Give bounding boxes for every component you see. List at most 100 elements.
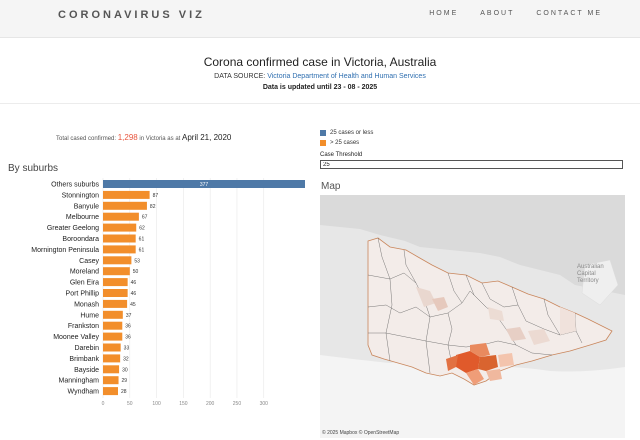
bar-value-label: 46: [131, 280, 137, 286]
brand-logo[interactable]: CORONAVIRUS VIZ: [58, 9, 205, 21]
total-count: 1,298: [117, 133, 138, 142]
act-territory-labels: Australian Capital Territory: [577, 264, 604, 284]
data-source-link[interactable]: Victoria Department of Health and Human …: [267, 73, 426, 80]
total-middle: in Victoria as at: [139, 136, 181, 142]
map-title: Map: [321, 181, 341, 192]
suburb-bar-chart: 0 50 100 150 200 250 300 Others suburbs 377 Stonn…: [31, 178, 305, 407]
victoria-region[interactable]: [367, 237, 613, 386]
total-cases-summary: Total cased confirmed: 1,298 in Victoria…: [56, 133, 231, 142]
bar[interactable]: [103, 201, 147, 210]
bar[interactable]: [103, 354, 121, 363]
nav-link-about[interactable]: ABOUT: [480, 10, 515, 17]
chart-legend: 25 cases or less > 25 cases: [320, 128, 373, 148]
threshold-label: Case Threshold: [320, 152, 363, 158]
act-label-line-1: Australian: [577, 264, 604, 270]
bar-value-label: 50: [133, 269, 139, 275]
bar[interactable]: [103, 234, 136, 243]
bar[interactable]: [103, 256, 132, 265]
bar[interactable]: [103, 332, 123, 341]
category-label: Boroondara: [62, 236, 99, 243]
x-tick-label: 150: [179, 401, 188, 407]
data-source: DATA SOURCE: Victoria Department of Heal…: [0, 73, 640, 80]
bar-value-label: 45: [130, 302, 136, 308]
category-label: Frankston: [68, 323, 99, 330]
category-label: Wyndham: [68, 389, 100, 396]
bar-value-label: 53: [134, 258, 140, 264]
category-label: Brimbank: [69, 356, 99, 363]
legend-item-low[interactable]: 25 cases or less: [320, 128, 373, 138]
legend-label-low: 25 cases or less: [330, 130, 374, 136]
category-label: Moreland: [70, 269, 99, 276]
map-canvas[interactable]: Australian Capital Territory: [320, 195, 625, 438]
legend-swatch-high: [320, 140, 326, 146]
bar-value-label: 28: [121, 389, 127, 395]
updated-date: Data is updated until 23 - 08 - 2025: [262, 84, 378, 91]
top-navbar: CORONAVIRUS VIZ HOME ABOUT CONTACT ME: [0, 0, 640, 38]
category-label: Stonnington: [62, 192, 99, 199]
x-tick-label: 200: [206, 401, 215, 407]
bar-value-label: 377: [200, 182, 209, 188]
category-label: Hume: [80, 312, 99, 319]
category-label: Manningham: [59, 378, 100, 385]
bar[interactable]: [103, 278, 128, 287]
bar[interactable]: [103, 321, 123, 330]
data-source-label: DATA SOURCE:: [214, 73, 266, 80]
bar[interactable]: [103, 343, 121, 352]
category-label: Others suburbs: [51, 182, 99, 189]
nav-link-home[interactable]: HOME: [429, 10, 459, 17]
bar[interactable]: [103, 310, 123, 319]
legend-swatch-low: [320, 130, 326, 136]
bar-value-label: 29: [122, 378, 128, 384]
category-label: Bayside: [74, 367, 99, 374]
category-label: Melbourne: [66, 214, 99, 221]
bar[interactable]: [103, 299, 128, 308]
bar-value-label: 87: [153, 193, 159, 199]
bar-value-label: 32: [123, 356, 129, 362]
category-label: Mornington Peninsula: [31, 247, 99, 254]
bar[interactable]: [103, 365, 120, 374]
bar[interactable]: [103, 212, 139, 221]
total-prefix: Total cased confirmed:: [56, 136, 117, 142]
bar-value-label: 30: [122, 367, 128, 373]
threshold-input[interactable]: [320, 160, 623, 169]
bar[interactable]: [103, 387, 119, 396]
nav-links: HOME ABOUT CONTACT ME: [429, 10, 602, 17]
bar[interactable]: [103, 180, 305, 188]
category-label: Greater Geelong: [47, 225, 99, 232]
bar[interactable]: [103, 289, 128, 297]
bar-value-label: 46: [131, 291, 137, 297]
bar-value-label: 62: [139, 226, 145, 232]
page-header: Corona confirmed case in Victoria, Austr…: [0, 38, 640, 104]
bar[interactable]: [103, 245, 136, 254]
category-label: Casey: [79, 258, 99, 265]
bar-value-label: 37: [126, 313, 132, 319]
map-attribution[interactable]: © 2025 Mapbox © OpenStreetMap: [322, 430, 400, 436]
x-tick-label: 250: [233, 401, 242, 407]
category-label: Darebin: [74, 345, 99, 352]
legend-label-high: > 25 cases: [330, 140, 360, 146]
page-title: Corona confirmed case in Victoria, Austr…: [203, 55, 437, 69]
category-label: Monash: [74, 301, 99, 308]
act-label-line-2: Capital: [577, 271, 596, 277]
category-label: Port Phillip: [66, 291, 100, 298]
legend-item-high[interactable]: > 25 cases: [320, 138, 373, 148]
act-label-line-3: Territory: [577, 278, 599, 284]
bar-value-label: 61: [139, 247, 145, 253]
victoria-map[interactable]: Australian Capital Territory: [320, 195, 625, 438]
bar-value-label: 67: [142, 215, 148, 221]
nav-link-contact[interactable]: CONTACT ME: [536, 10, 602, 17]
bar[interactable]: [103, 223, 137, 232]
bar-value-label: 33: [124, 346, 130, 352]
category-label: Glen Eira: [70, 280, 99, 287]
bar[interactable]: [103, 267, 130, 276]
bar-value-label: 82: [150, 204, 156, 210]
bar-value-label: 36: [125, 335, 131, 341]
category-label: Banyule: [74, 203, 99, 210]
bar[interactable]: [103, 376, 119, 385]
x-tick-label: 300: [260, 401, 269, 407]
bar[interactable]: [103, 190, 150, 199]
bar-value-label: 36: [125, 324, 131, 330]
suburbs-section-title: By suburbs: [8, 163, 59, 174]
x-tick-label: 0: [102, 401, 105, 407]
metro-melbourne-region[interactable]: [446, 343, 514, 385]
